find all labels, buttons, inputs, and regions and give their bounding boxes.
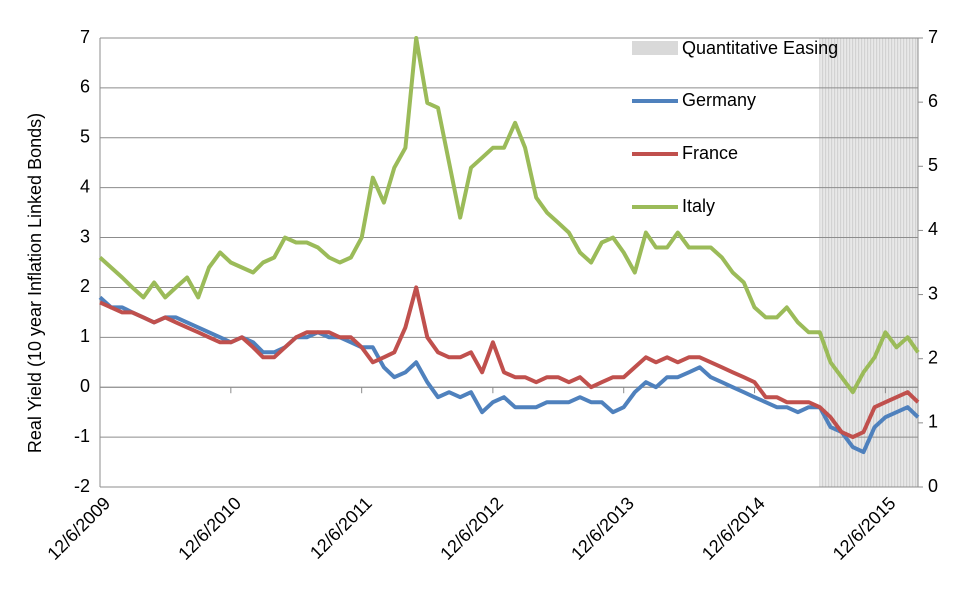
legend-label: France — [682, 143, 738, 163]
y2-tick-label: 5 — [928, 155, 938, 175]
y-tick-label: 2 — [80, 276, 90, 296]
y2-tick-label: 1 — [928, 412, 938, 432]
y-tick-label: 6 — [80, 77, 90, 97]
shaded-region — [819, 38, 918, 487]
y-tick-label: -1 — [74, 426, 90, 446]
y-tick-label: -2 — [74, 476, 90, 496]
y2-tick-label: 7 — [928, 27, 938, 47]
legend-label: Quantitative Easing — [682, 38, 838, 58]
series-line — [98, 36, 920, 395]
x-tick-label: 12/6/2013 — [567, 493, 638, 564]
y-tick-label: 0 — [80, 376, 90, 396]
y2-tick-label: 4 — [928, 219, 938, 239]
x-tick-label: 12/6/2014 — [698, 493, 769, 564]
y-axis-label: Real Yield (10 year Inflation Linked Bon… — [25, 113, 45, 453]
y-tick-label: 1 — [80, 326, 90, 346]
legend-label: Italy — [682, 196, 715, 216]
x-tick-label: 12/6/2012 — [436, 493, 507, 564]
y2-tick-label: 2 — [928, 347, 938, 367]
legend-swatch — [632, 41, 678, 55]
y2-tick-label: 3 — [928, 283, 938, 303]
y-tick-label: 5 — [80, 127, 90, 147]
y2-tick-label: 6 — [928, 91, 938, 111]
x-tick-label: 12/6/2009 — [43, 493, 114, 564]
y-tick-label: 7 — [80, 27, 90, 47]
y2-tick-label: 0 — [928, 476, 938, 496]
x-tick-label: 12/6/2010 — [174, 493, 245, 564]
x-tick-label: 12/6/2015 — [829, 493, 900, 564]
x-tick-label: 12/6/2011 — [306, 493, 376, 563]
legend-label: Germany — [682, 90, 756, 110]
series-line — [99, 285, 920, 440]
y-tick-label: 4 — [80, 176, 90, 196]
y-tick-label: 3 — [80, 226, 90, 246]
